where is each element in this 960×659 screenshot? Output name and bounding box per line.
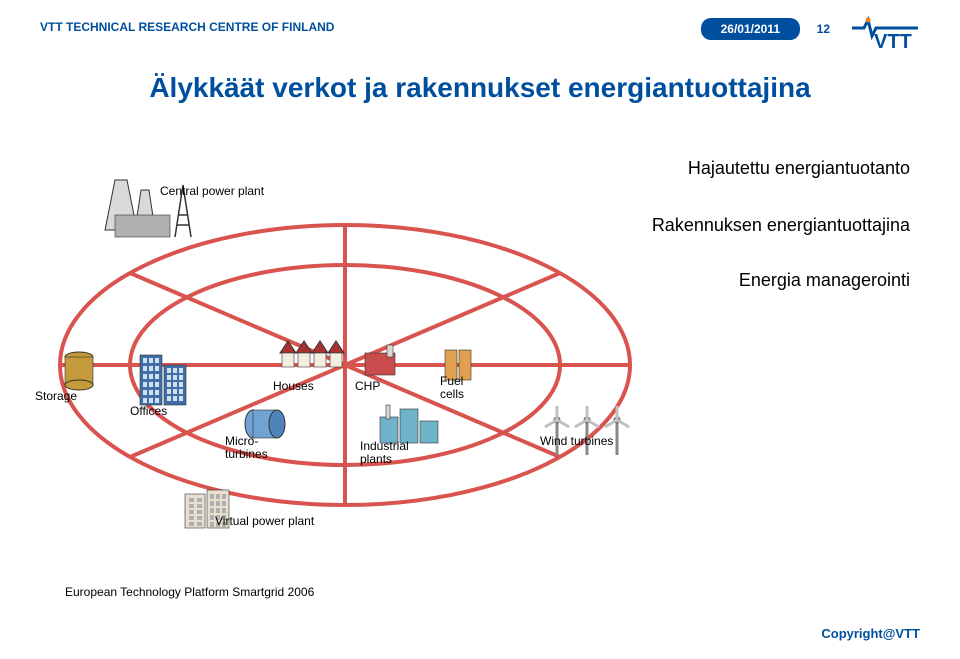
page-title: Älykkäät verkot ja rakennukset energiant…: [0, 72, 960, 104]
org-name: VTT TECHNICAL RESEARCH CENTRE OF FINLAND: [40, 20, 334, 34]
svg-text:Storage: Storage: [35, 389, 77, 403]
svg-text:CHP: CHP: [355, 379, 380, 393]
svg-text:Industrial: Industrial: [360, 439, 409, 453]
copyright: Copyright@VTT: [821, 626, 920, 641]
svg-text:Wind turbines: Wind turbines: [540, 434, 613, 448]
date-pill: 26/01/2011: [701, 18, 800, 40]
svg-text:Virtual power plant: Virtual power plant: [215, 514, 315, 528]
bullet-point: Rakennuksen energiantuottajina: [652, 215, 910, 236]
svg-text:Offices: Offices: [130, 404, 167, 418]
svg-text:plants: plants: [360, 452, 392, 466]
bullet-point: Hajautettu energiantuotanto: [688, 158, 910, 179]
svg-text:cells: cells: [440, 387, 464, 401]
vtt-logo: VTT: [850, 16, 920, 52]
slide-number: 12: [817, 22, 830, 36]
bullet-point: Energia managerointi: [739, 270, 910, 291]
svg-text:turbines: turbines: [225, 447, 268, 461]
node-storage: [65, 352, 93, 390]
svg-text:Micro-: Micro-: [225, 434, 258, 448]
smartgrid-diagram: Central power plantHousesOfficesStorageM…: [45, 145, 645, 545]
svg-text:Houses: Houses: [273, 379, 314, 393]
svg-text:Fuel: Fuel: [440, 374, 463, 388]
svg-text:Central power plant: Central power plant: [160, 184, 265, 198]
header: VTT TECHNICAL RESEARCH CENTRE OF FINLAND…: [40, 18, 920, 48]
node-offices: [140, 355, 186, 405]
footer-citation: European Technology Platform Smartgrid 2…: [65, 585, 314, 599]
svg-text:VTT: VTT: [874, 31, 912, 52]
node-industrial: [380, 405, 438, 443]
